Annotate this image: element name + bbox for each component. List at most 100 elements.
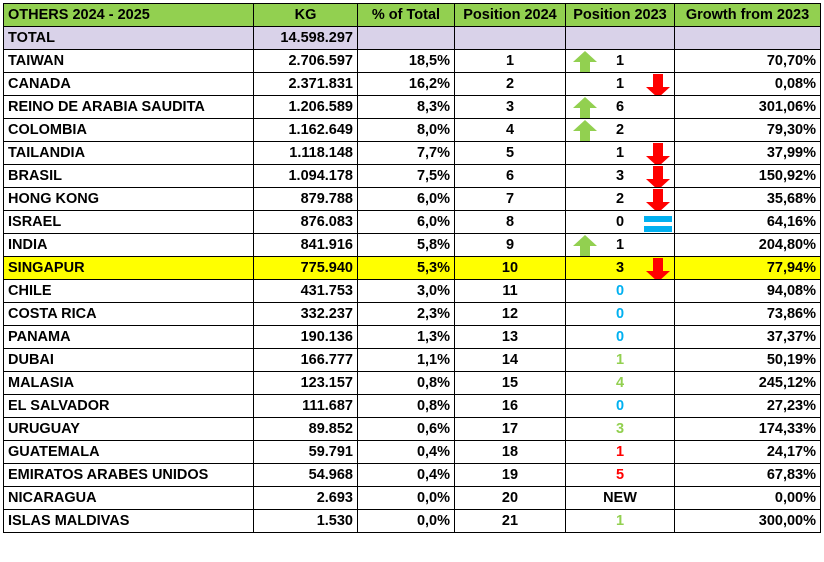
total-row: TOTAL 14.598.297 (3, 26, 821, 50)
arrow-down-icon (646, 258, 670, 279)
position-2023-value: 5 (615, 467, 625, 483)
kg-cell: 1.118.148 (253, 141, 358, 165)
position-2024-cell: 6 (454, 164, 566, 188)
others-ranking-table: OTHERS 2024 - 2025 KG % of Total Positio… (3, 3, 821, 533)
position-2023-value: 2 (615, 191, 625, 207)
arrow-up-icon (573, 97, 597, 118)
country-cell: HONG KONG (3, 187, 254, 211)
pct-cell: 1,3% (357, 325, 455, 349)
position-2024-cell: 20 (454, 486, 566, 510)
table-row: HONG KONG 879.788 6,0% 7 2 35,68% (3, 187, 821, 211)
growth-cell: 27,23% (674, 394, 821, 418)
growth-cell: 300,00% (674, 509, 821, 533)
country-cell: TAIWAN (3, 49, 254, 73)
position-2023-cell: 1 (565, 141, 675, 165)
country-cell: URUGUAY (3, 417, 254, 441)
position-2023-value: 0 (615, 329, 625, 345)
kg-cell: 841.916 (253, 233, 358, 257)
header-position-2023: Position 2023 (565, 3, 675, 27)
kg-cell: 54.968 (253, 463, 358, 487)
country-cell: TAILANDIA (3, 141, 254, 165)
arrow-down-icon (646, 189, 670, 210)
position-2023-cell: NEW (565, 486, 675, 510)
pct-cell: 6,0% (357, 210, 455, 234)
pct-cell: 1,1% (357, 348, 455, 372)
position-2024-cell: 9 (454, 233, 566, 257)
position-2023-cell: 1 (565, 509, 675, 533)
kg-cell: 123.157 (253, 371, 358, 395)
table-row: MALASIA 123.157 0,8% 15 4 245,12% (3, 371, 821, 395)
country-cell: EL SALVADOR (3, 394, 254, 418)
country-cell: GUATEMALA (3, 440, 254, 464)
position-2023-cell: 2 (565, 187, 675, 211)
kg-cell: 111.687 (253, 394, 358, 418)
position-2023-cell: 1 (565, 49, 675, 73)
table-row: TAILANDIA 1.118.148 7,7% 5 1 37,99% (3, 141, 821, 165)
pct-cell: 6,0% (357, 187, 455, 211)
position-2023-value: 1 (615, 145, 625, 161)
position-2023-cell: 2 (565, 118, 675, 142)
position-2024-cell: 5 (454, 141, 566, 165)
kg-cell: 879.788 (253, 187, 358, 211)
kg-cell: 431.753 (253, 279, 358, 303)
pct-cell: 0,6% (357, 417, 455, 441)
growth-cell: 204,80% (674, 233, 821, 257)
table-row: ISRAEL 876.083 6,0% 8 0 64,16% (3, 210, 821, 234)
header-pct-of-total: % of Total (357, 3, 455, 27)
table-row: COLOMBIA 1.162.649 8,0% 4 2 79,30% (3, 118, 821, 142)
position-2024-cell: 1 (454, 49, 566, 73)
empty-cell (674, 26, 821, 50)
position-2023-value: 1 (615, 237, 625, 253)
pct-cell: 8,0% (357, 118, 455, 142)
position-2024-cell: 3 (454, 95, 566, 119)
position-2023-cell: 4 (565, 371, 675, 395)
header-kg: KG (253, 3, 358, 27)
table-row: BRASIL 1.094.178 7,5% 6 3 150,92% (3, 164, 821, 188)
growth-cell: 35,68% (674, 187, 821, 211)
growth-cell: 24,17% (674, 440, 821, 464)
position-2023-value: 0 (615, 306, 625, 322)
position-2024-cell: 21 (454, 509, 566, 533)
position-2023-cell: 1 (565, 72, 675, 96)
kg-cell: 89.852 (253, 417, 358, 441)
total-kg: 14.598.297 (253, 26, 358, 50)
empty-cell (357, 26, 455, 50)
arrow-down-icon (646, 143, 670, 164)
kg-cell: 1.206.589 (253, 95, 358, 119)
position-2023-cell: 3 (565, 417, 675, 441)
position-2023-value: 3 (615, 260, 625, 276)
position-2023-value: 1 (615, 513, 625, 529)
country-cell: ISRAEL (3, 210, 254, 234)
country-cell: ISLAS MALDIVAS (3, 509, 254, 533)
growth-cell: 37,99% (674, 141, 821, 165)
table-row: EL SALVADOR 111.687 0,8% 16 0 27,23% (3, 394, 821, 418)
position-2023-cell: 0 (565, 279, 675, 303)
growth-cell: 64,16% (674, 210, 821, 234)
position-2024-cell: 10 (454, 256, 566, 280)
table-row: INDIA 841.916 5,8% 9 1 204,80% (3, 233, 821, 257)
pct-cell: 0,8% (357, 371, 455, 395)
country-cell: NICARAGUA (3, 486, 254, 510)
position-2023-value: 4 (615, 375, 625, 391)
empty-cell (565, 26, 675, 50)
growth-cell: 77,94% (674, 256, 821, 280)
position-2023-cell: 1 (565, 348, 675, 372)
position-2023-value: 1 (615, 53, 625, 69)
empty-cell (454, 26, 566, 50)
table-row: TAIWAN 2.706.597 18,5% 1 1 70,70% (3, 49, 821, 73)
equal-sign-icon (644, 215, 672, 233)
table-row: ISLAS MALDIVAS 1.530 0,0% 21 1 300,00% (3, 509, 821, 533)
position-2023-value: 6 (615, 99, 625, 115)
pct-cell: 0,4% (357, 463, 455, 487)
growth-cell: 174,33% (674, 417, 821, 441)
growth-cell: 37,37% (674, 325, 821, 349)
kg-cell: 2.371.831 (253, 72, 358, 96)
arrow-up-icon (573, 51, 597, 72)
country-cell: EMIRATOS ARABES UNIDOS (3, 463, 254, 487)
country-cell: REINO DE ARABIA SAUDITA (3, 95, 254, 119)
country-cell: DUBAI (3, 348, 254, 372)
position-2023-cell: 0 (565, 302, 675, 326)
pct-cell: 2,3% (357, 302, 455, 326)
position-2023-value: 0 (615, 214, 625, 230)
country-cell: BRASIL (3, 164, 254, 188)
